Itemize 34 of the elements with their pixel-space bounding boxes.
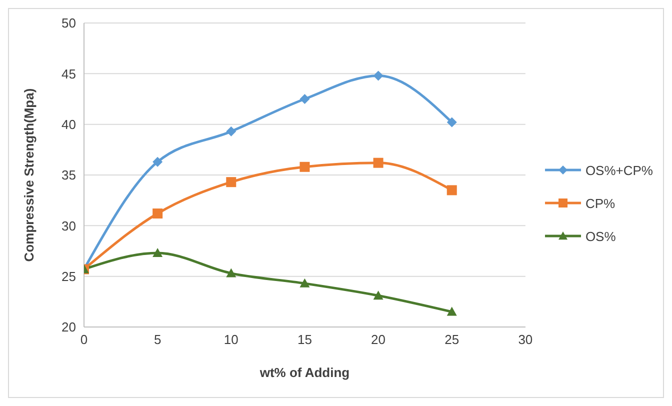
- point: [373, 158, 384, 168]
- y-tick-label: 30: [62, 218, 76, 234]
- point: [373, 290, 384, 300]
- point: [300, 278, 310, 288]
- point: [152, 208, 163, 219]
- point: [373, 70, 384, 81]
- point: [446, 306, 457, 316]
- y-tick-label: 45: [62, 66, 76, 82]
- y-tick-label: 35: [62, 168, 76, 183]
- point: [152, 156, 163, 167]
- point: [446, 117, 457, 128]
- x-tick-label: 25: [444, 332, 460, 348]
- legend-label: OS%+CP%: [585, 162, 653, 178]
- y-axis-title: Compressive Strength(Mpa): [22, 88, 37, 262]
- point: [152, 248, 163, 258]
- x-tick-label: 30: [518, 332, 533, 348]
- x-tick-label: 5: [154, 332, 162, 348]
- point: [300, 94, 310, 104]
- point: [446, 185, 457, 196]
- point: [226, 177, 236, 188]
- y-tick-label: 40: [62, 116, 76, 132]
- x-tick-label: 20: [371, 332, 386, 348]
- y-tick-label: 25: [62, 268, 76, 284]
- x-tick-label: 10: [224, 332, 238, 348]
- point: [226, 268, 236, 278]
- x-tick-label: 0: [80, 332, 88, 348]
- y-tick-label: 50: [62, 16, 76, 31]
- x-tick-label: 15: [297, 332, 312, 348]
- point: [226, 126, 236, 136]
- y-tick-label: 20: [62, 320, 76, 335]
- legend-label: CP%: [585, 196, 616, 210]
- legend-label: OS%: [585, 228, 616, 244]
- point: [300, 162, 310, 172]
- x-axis-title: wt% of Adding: [258, 365, 350, 380]
